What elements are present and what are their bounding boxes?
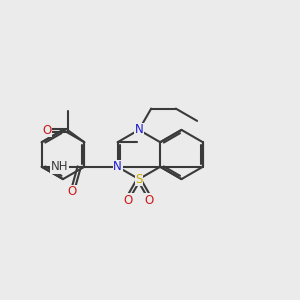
Text: N: N: [113, 160, 122, 173]
Text: O: O: [145, 194, 154, 207]
Text: N: N: [134, 123, 143, 136]
Text: O: O: [42, 124, 51, 137]
Text: NH: NH: [51, 160, 68, 173]
Text: S: S: [135, 172, 142, 186]
Text: O: O: [68, 185, 77, 198]
Text: O: O: [124, 194, 133, 207]
